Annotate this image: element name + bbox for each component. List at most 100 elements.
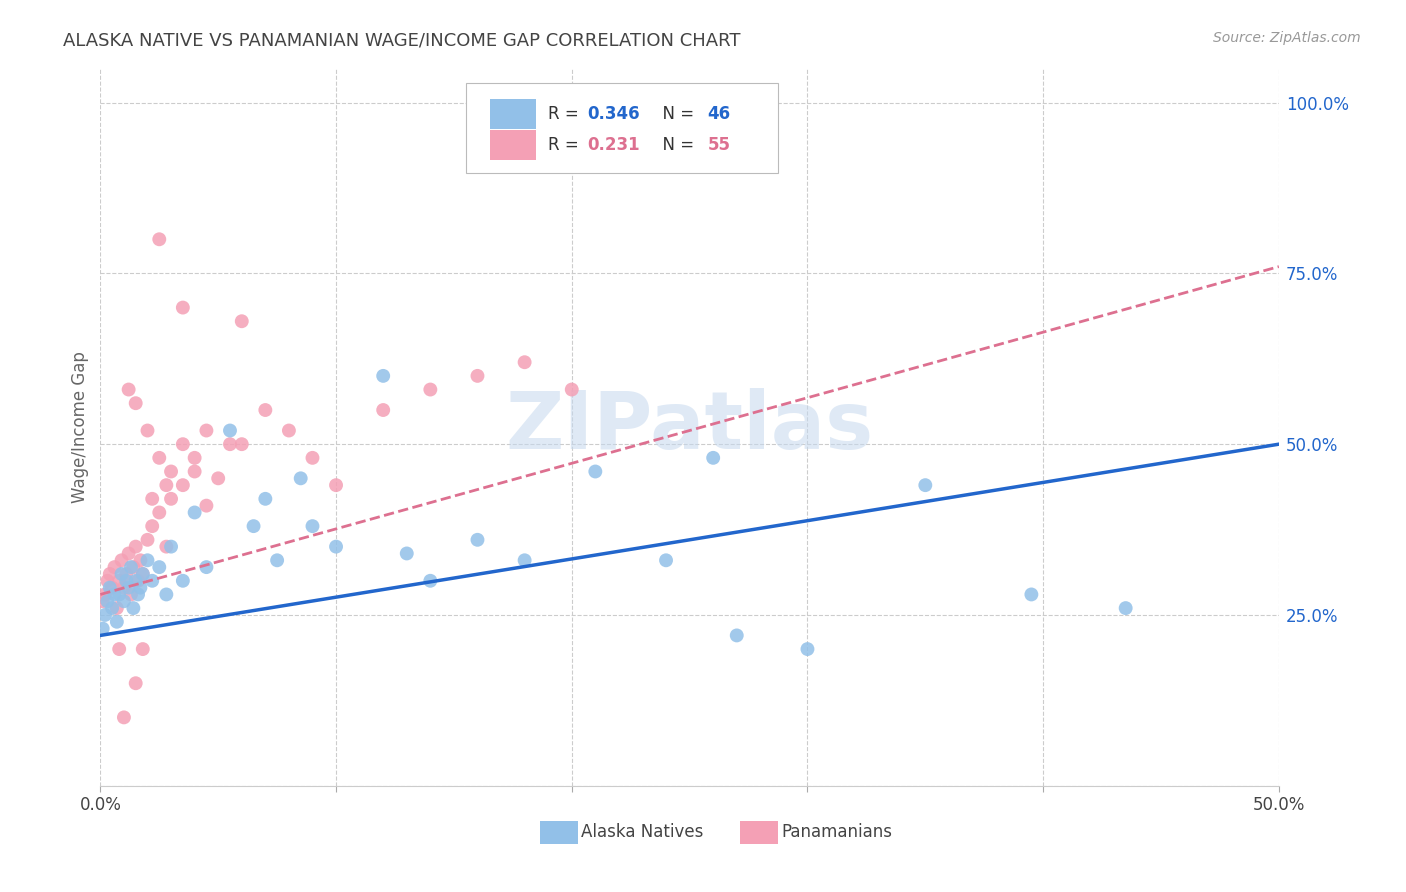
Point — [141, 519, 163, 533]
Point — [105, 601, 128, 615]
Point — [103, 560, 125, 574]
Point — [120, 587, 142, 601]
FancyBboxPatch shape — [491, 99, 537, 128]
FancyBboxPatch shape — [491, 130, 537, 161]
Point — [219, 437, 242, 451]
Point — [467, 368, 489, 383]
Text: Source: ZipAtlas.com: Source: ZipAtlas.com — [1213, 31, 1361, 45]
Point — [98, 566, 121, 581]
Point — [796, 642, 818, 657]
Point — [254, 491, 277, 506]
Point — [127, 587, 149, 601]
Point — [108, 574, 131, 588]
Point — [172, 437, 194, 451]
Point — [117, 546, 139, 560]
Point — [127, 574, 149, 588]
Point — [160, 491, 183, 506]
Point — [583, 465, 606, 479]
Point — [513, 355, 536, 369]
Point — [419, 574, 441, 588]
Point — [242, 519, 264, 533]
Point — [105, 615, 128, 629]
Text: 0.231: 0.231 — [588, 136, 640, 154]
Point — [132, 566, 155, 581]
Point — [129, 553, 152, 567]
Point — [122, 560, 145, 574]
Point — [115, 574, 138, 588]
Point — [195, 424, 218, 438]
Point — [172, 301, 194, 315]
Text: ZIPatlas: ZIPatlas — [506, 388, 873, 467]
Point — [172, 478, 194, 492]
Point — [108, 642, 131, 657]
Point — [231, 314, 253, 328]
Point — [125, 574, 148, 588]
Point — [195, 499, 218, 513]
Point — [1115, 601, 1137, 615]
Point — [725, 628, 748, 642]
Point — [266, 553, 288, 567]
Point — [132, 566, 155, 581]
Point — [101, 581, 124, 595]
Point — [183, 506, 205, 520]
FancyBboxPatch shape — [741, 821, 778, 844]
Text: ALASKA NATIVE VS PANAMANIAN WAGE/INCOME GAP CORRELATION CHART: ALASKA NATIVE VS PANAMANIAN WAGE/INCOME … — [63, 31, 741, 49]
Text: 55: 55 — [707, 136, 730, 154]
Point — [91, 622, 114, 636]
Point — [183, 450, 205, 465]
Point — [108, 587, 131, 601]
Point — [155, 478, 177, 492]
Point — [120, 560, 142, 574]
Point — [373, 368, 395, 383]
Text: R =: R = — [548, 104, 583, 123]
FancyBboxPatch shape — [540, 821, 578, 844]
Point — [129, 581, 152, 595]
Point — [513, 553, 536, 567]
Point — [325, 540, 347, 554]
Point — [132, 642, 155, 657]
Point — [136, 553, 159, 567]
Point — [325, 478, 347, 492]
Point — [117, 581, 139, 595]
Point — [148, 232, 170, 246]
Point — [219, 424, 242, 438]
Point — [160, 540, 183, 554]
Point — [115, 566, 138, 581]
Point — [277, 424, 299, 438]
Point — [96, 594, 118, 608]
Point — [172, 574, 194, 588]
Point — [395, 546, 418, 560]
Point — [1021, 587, 1043, 601]
Text: Panamanians: Panamanians — [782, 823, 893, 841]
Point — [125, 396, 148, 410]
Point — [183, 465, 205, 479]
Point — [914, 478, 936, 492]
Point — [94, 607, 117, 622]
Point — [155, 540, 177, 554]
Point — [148, 506, 170, 520]
Point — [112, 594, 135, 608]
Point — [301, 519, 323, 533]
Point — [290, 471, 312, 485]
FancyBboxPatch shape — [465, 83, 778, 172]
Point — [125, 676, 148, 690]
Point — [136, 424, 159, 438]
Point — [301, 450, 323, 465]
Point — [141, 491, 163, 506]
Text: R =: R = — [548, 136, 583, 154]
Point — [195, 560, 218, 574]
Point — [98, 581, 121, 595]
Point — [419, 383, 441, 397]
Point — [103, 587, 125, 601]
Point — [254, 403, 277, 417]
Point — [125, 540, 148, 554]
Point — [148, 450, 170, 465]
Point — [561, 383, 583, 397]
Point — [702, 450, 724, 465]
Point — [160, 465, 183, 479]
Point — [136, 533, 159, 547]
Text: N =: N = — [652, 136, 699, 154]
Point — [94, 587, 117, 601]
Point — [112, 581, 135, 595]
Text: 0.346: 0.346 — [588, 104, 640, 123]
